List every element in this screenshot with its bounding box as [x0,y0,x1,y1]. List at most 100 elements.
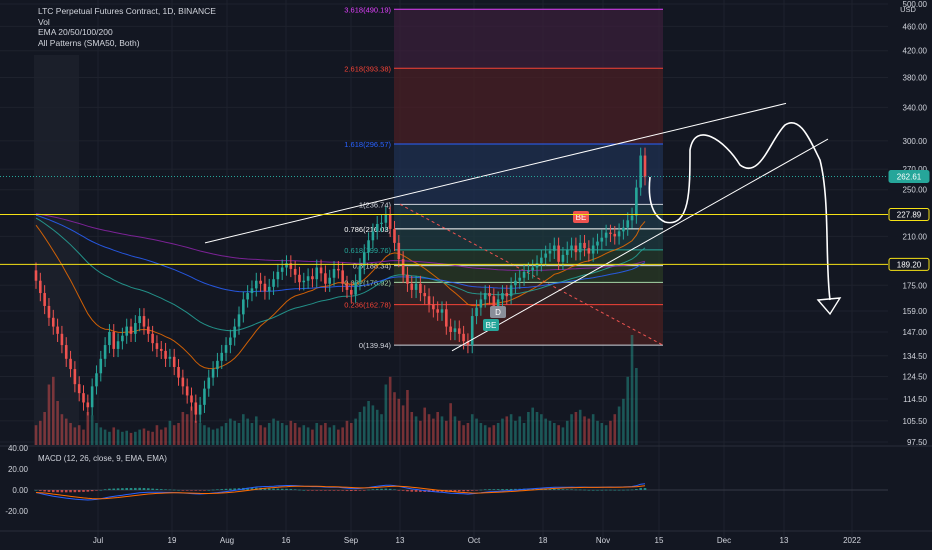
volume-bar [371,405,375,445]
macd-hist-bar [453,490,457,492]
macd-hist-bar [211,489,215,491]
candle-body [583,242,586,249]
volume-bar [388,376,392,445]
macd-hist-bar [600,489,604,491]
volume-bar [548,420,552,445]
chart-legend: LTC Perpetual Futures Contract, 1D, BINA… [38,6,216,48]
volume-bar [242,414,245,445]
candle-body [341,270,344,284]
macd-hist-bar [285,488,288,490]
fib-label: 2.618(393.38) [344,64,391,73]
macd-hist-bar [630,489,634,491]
volume-bar [73,427,77,445]
candle-body [293,268,297,275]
candle-body [432,304,435,310]
volume-bar [362,406,366,445]
volume-bar [116,429,120,445]
macd-hist-bar [112,488,116,490]
volume-bar [276,420,280,445]
volume-bar [159,429,163,445]
candle-body [475,307,478,317]
ema-200-line [35,213,646,271]
volume-bar [565,420,569,445]
volume-bar [337,429,340,445]
candle-body [470,316,474,346]
candle-body [298,274,301,283]
candle-body [280,267,284,272]
indicator-patterns[interactable]: All Patterns (SMA50, Both) [38,37,140,48]
candle-body [565,249,569,255]
candle-body [397,242,401,260]
macd-hist-bar [185,490,189,491]
volume-bar [319,425,323,445]
macd-pane: 40.00 20.00 0.00 -20.00 [0,444,932,516]
fib-zone [394,282,663,305]
time-tick: 13 [396,536,405,545]
macd-hist-bar [86,490,90,492]
macd-hist-bar [216,489,219,490]
price-badge-text: 227.89 [897,211,922,220]
volume-bar [436,412,439,445]
candle-body [90,386,94,408]
macd-tick: 0.00 [12,486,28,495]
fib-zone [394,249,663,266]
volume-bar [518,416,522,445]
volume-bar [267,423,271,445]
macd-hist-bar [324,490,327,491]
volume-bar [224,423,228,445]
candle-body [350,289,353,295]
volume-bar [501,418,504,445]
candle-body [371,231,375,241]
volume-bar [69,423,72,445]
price-badge-text: 189.20 [897,260,922,269]
macd-hist-bar [496,489,500,490]
volume-bar [622,398,625,445]
volume-bar [570,414,573,445]
volume-bar [626,376,630,445]
candle-body [518,277,522,281]
macd-hist-bar [596,489,599,491]
horizontal-lines[interactable] [0,176,888,265]
volume-bar [138,429,141,445]
price-axis[interactable]: 500.00 460.00 420.00 380.00 340.00 300.00 270.… [888,0,930,447]
volume-bar [445,420,448,445]
candle-body [190,395,193,403]
macd-hist-bar [384,488,388,490]
candle-body [427,296,431,305]
macd-hist-bar [147,488,150,490]
macd-hist-bar [203,490,206,491]
macd-hist-bar [609,489,612,491]
candle-body [254,280,258,289]
candle-body [514,280,517,286]
candle-body [276,271,280,280]
candle-body [108,331,111,346]
macd-hist-bar [488,489,491,490]
volume-bar [574,412,578,445]
candle-body [604,232,608,238]
drawings[interactable]: BE D BE [204,102,842,352]
indicator-ema[interactable]: EMA 20/50/100/200 [38,27,113,37]
candle-body [410,283,414,290]
candle-body [129,326,133,334]
volume-bar [172,425,176,445]
macd-hist-bar [220,489,224,490]
volume-bar [77,425,81,445]
macd-hist-bar [289,489,293,490]
symbol-title[interactable]: LTC Perpetual Futures Contract, 1D, BINA… [38,6,216,16]
volume-bar [596,420,599,445]
time-axis[interactable]: Jul 19 Aug 16 Sep 13 Oct 18 Nov 15 Dec 13 2022 [0,530,932,545]
indicator-vol[interactable]: Vol [38,16,50,27]
ema-50-line [35,217,646,332]
macd-hist-bar [341,490,344,491]
candle-body [242,299,245,315]
candle-body [185,386,189,396]
fibonacci-retracement[interactable]: 3.618(490.19) 2.618(393.38) 1.618(296.57) 1… [344,5,664,350]
candle-body [328,277,331,284]
macd-legend[interactable]: MACD (12, 26, close, 9, EMA, EMA) [38,454,167,463]
macd-hist-bar [591,489,595,491]
macd-hist-bar [332,490,336,491]
candle-body [635,187,638,216]
candle-body [527,270,530,272]
macd-hist-bar [276,488,280,490]
